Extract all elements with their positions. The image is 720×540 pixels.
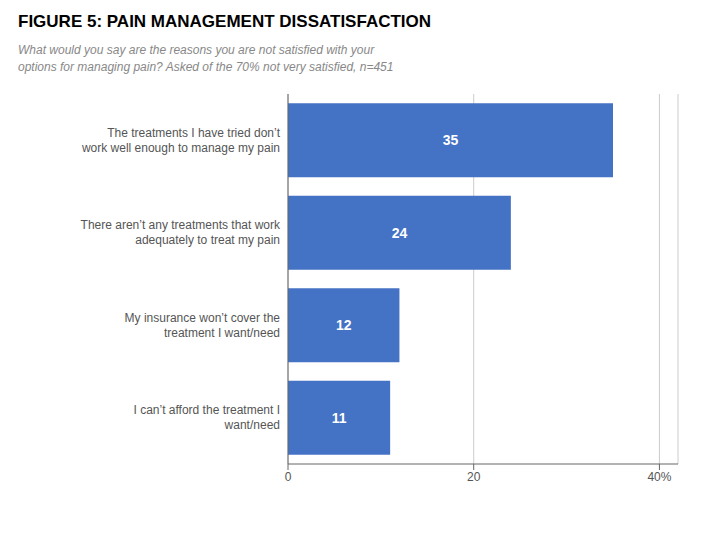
svg-text:My insurance won’t cover thetr: My insurance won’t cover thetreatment I … (125, 311, 281, 340)
svg-text:12: 12 (336, 317, 352, 333)
html-text:What would you say are the rea: What would you say are the reasons you a… (18, 43, 394, 74)
html-text:FIGURE 5: PAIN MANAGEMENT DISS: FIGURE 5: PAIN MANAGEMENT DISSATISFACTIO… (18, 12, 431, 31)
svg-text:0: 0 (285, 470, 292, 484)
svg-text:The treatments I have tried do: The treatments I have tried don’twork we… (81, 126, 281, 155)
svg-text:11: 11 (332, 410, 347, 426)
svg-text:40%: 40% (647, 470, 671, 484)
svg-text:I can’t afford the treatment I: I can’t afford the treatment Iwant/need (133, 403, 280, 432)
svg-text:24: 24 (392, 225, 408, 241)
svg-text:There aren’t any treatments th: There aren’t any treatments that workade… (81, 218, 281, 247)
svg-text:35: 35 (443, 132, 459, 148)
svg-text:20: 20 (467, 470, 481, 484)
